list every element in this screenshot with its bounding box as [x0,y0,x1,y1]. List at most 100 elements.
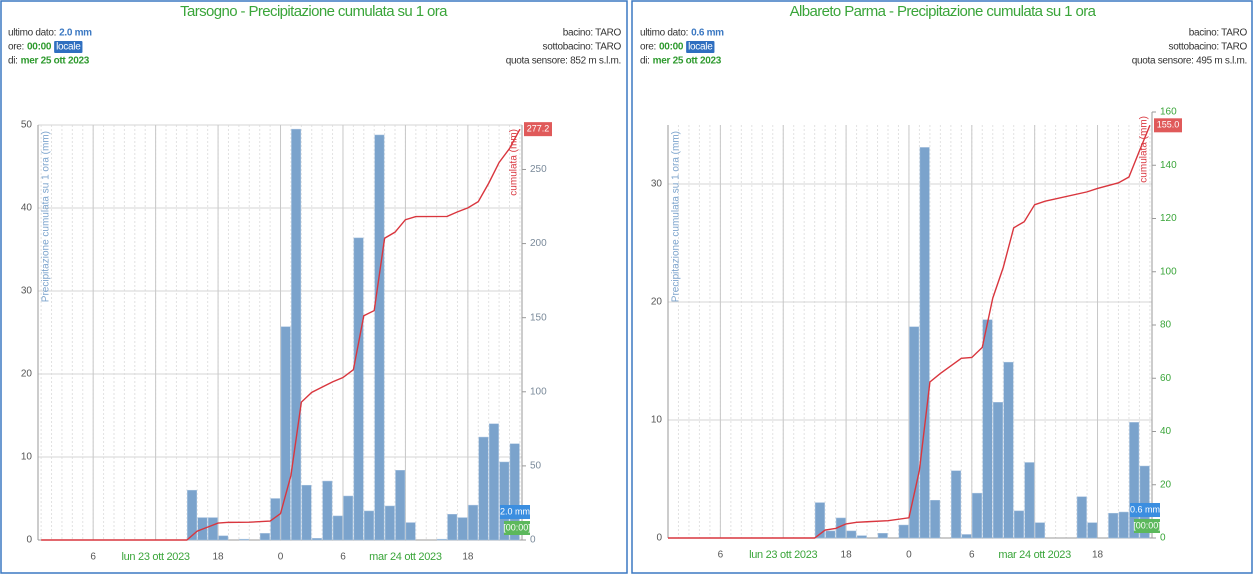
y2-tick-label: 40 [1160,426,1172,437]
bar [259,533,270,541]
y2-tick-label: 60 [1160,373,1172,384]
x-tick-label: lun 23 ott 2023 [121,551,189,563]
y2-tick-label: 0 [530,535,536,546]
y2-axis-label: cumulata (mm) [509,129,520,196]
y-tick-label: 20 [21,369,33,380]
bar [353,237,364,541]
bar [1118,511,1129,539]
y-tick-label: 10 [651,415,663,426]
bar [1013,510,1024,539]
value-flag [500,505,530,519]
y2-tick-label: 140 [1160,160,1177,171]
bar [395,470,406,541]
y2-tick-label: 20 [1160,479,1172,490]
bar [961,534,972,539]
y2-tick-label: 100 [1160,266,1177,277]
header-label: di: [640,56,650,67]
header-label: di: [8,56,18,67]
x-tick-label: 6 [969,550,975,561]
bar [218,535,229,541]
y-tick-label: 30 [651,179,663,190]
x-tick-label: 6 [90,552,96,563]
x-tick-label: 18 [213,552,225,563]
bar [364,510,374,541]
bar [856,535,867,539]
bar [384,505,395,541]
bar [457,517,468,541]
badge-bg [54,41,83,53]
chart-title: Tarsogno - Precipitazione cumulata su 1 … [180,3,448,20]
bar [488,423,499,541]
time-flag [1134,519,1160,533]
panel-border [0,0,628,574]
y2-tick-label: 150 [530,312,547,323]
bar [447,514,458,541]
bar [322,480,333,541]
y2-tick-label: 120 [1160,213,1177,224]
bar [301,484,312,541]
header-label: ultimo dato: [8,28,56,39]
header-info: bacino: TARO [563,28,622,39]
y2-tick-label: 50 [530,461,542,472]
cumulative-line [668,125,1151,539]
chart-panel: Albareto Parma - Precipitazione cumulata… [640,3,1248,561]
x-tick-label: mar 24 ott 2023 [369,551,442,563]
x-tick-label: lun 23 ott 2023 [749,549,817,561]
bar [332,515,343,541]
header-info: quota sensore: 852 m s.l.m. [506,56,621,67]
y-tick-label: 20 [651,297,663,308]
bar [1139,465,1150,539]
badge-bg [686,41,715,53]
y2-axis-label: cumulata (mm) [1139,116,1150,183]
bar [1129,422,1140,539]
panel-border [631,0,1253,574]
header-info: bacino: TARO [1189,28,1248,39]
bar [1024,462,1035,539]
y-tick-label: 30 [21,286,33,297]
y2-tick-label: 160 [1160,107,1177,118]
header-label: ore: [8,42,24,53]
x-tick-label: 18 [1092,550,1104,561]
bar [207,517,218,541]
bar [1108,512,1119,539]
header-value: mer 25 ott 2023 [21,56,90,67]
y-tick-label: 50 [21,120,33,131]
bar [270,498,281,541]
end-flag-label: 155.0 [1157,120,1180,130]
header-label: ultimo dato: [640,28,688,39]
header-badge: locale [688,42,713,53]
bar [1034,522,1045,539]
bar [436,538,447,541]
value-flag-label: 0.6 mm [1130,504,1160,514]
x-tick-label: 18 [841,550,853,561]
x-tick-label: 18 [462,552,474,563]
value-flag [1130,503,1160,517]
time-flag-label: [00:00] [503,522,531,532]
bar [239,538,250,541]
y-axis-label: Precipitazione cumulata su 1 ora (mm) [671,131,682,302]
header-info: sottobacino: TARO [543,42,622,53]
header-value: 0.6 mm [691,28,724,39]
x-tick-label: mar 24 ott 2023 [998,549,1071,561]
end-flag-label: 277.2 [527,124,550,134]
bar [825,530,836,539]
value-flag-label: 2.0 mm [500,506,530,516]
header-info: sottobacino: TARO [1169,42,1248,53]
bar [405,522,416,541]
y2-tick-label: 80 [1160,320,1172,331]
header-value: 2.0 mm [59,28,92,39]
header-value: mer 25 ott 2023 [653,56,722,67]
header-value: 00:00 [659,42,684,53]
bar [468,504,479,541]
y-tick-label: 10 [21,452,33,463]
time-flag-label: [00:00] [1133,520,1161,530]
y2-tick-label: 0 [1160,533,1166,544]
bar [311,538,322,541]
header-label: ore: [640,42,656,53]
y2-tick-label: 250 [530,164,547,175]
bar [972,492,983,539]
bar [951,470,962,539]
bar [909,326,920,539]
bar [509,443,520,541]
bar [982,319,993,539]
